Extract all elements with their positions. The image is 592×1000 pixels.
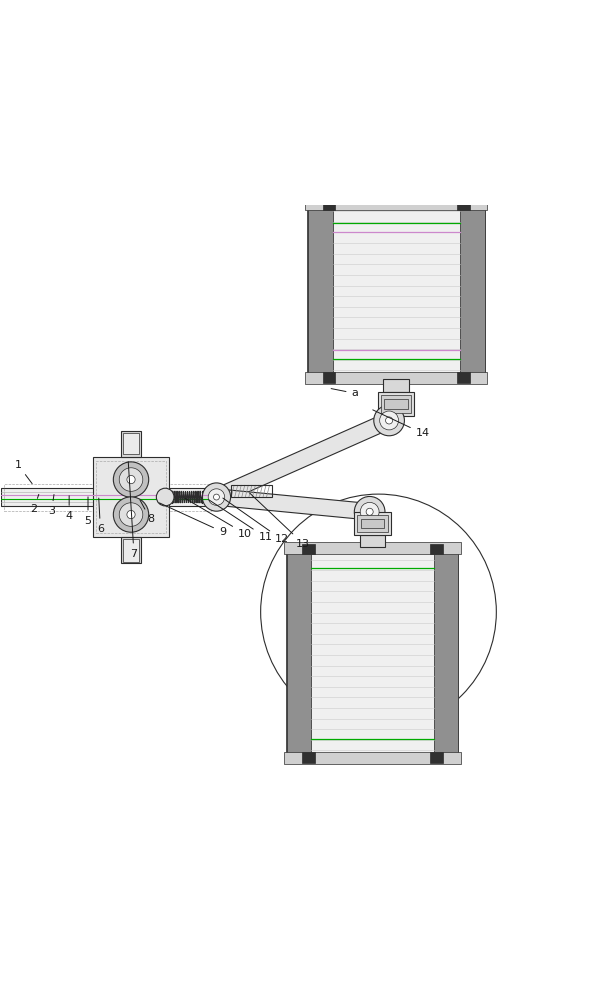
Circle shape: [385, 417, 392, 424]
Bar: [121, 431, 141, 457]
Circle shape: [374, 405, 404, 436]
Circle shape: [355, 496, 385, 527]
Bar: [1, 488, 214, 506]
Circle shape: [156, 488, 174, 506]
Text: 7: 7: [128, 462, 137, 559]
Bar: [287, 547, 458, 759]
Bar: [457, 199, 470, 210]
Bar: [323, 199, 336, 210]
Text: 10: 10: [185, 498, 252, 539]
Circle shape: [119, 468, 143, 491]
Bar: [121, 537, 141, 563]
Circle shape: [113, 497, 149, 532]
Bar: [305, 198, 487, 210]
Bar: [284, 752, 461, 764]
Circle shape: [214, 494, 220, 500]
Bar: [378, 392, 414, 416]
Bar: [381, 395, 411, 413]
Bar: [333, 202, 460, 379]
Bar: [460, 202, 484, 379]
Bar: [360, 535, 385, 547]
Bar: [355, 512, 391, 535]
Bar: [323, 372, 336, 383]
Bar: [384, 399, 408, 409]
Text: 14: 14: [373, 410, 430, 438]
Bar: [302, 752, 315, 763]
Bar: [308, 202, 333, 379]
Bar: [305, 372, 487, 384]
Text: 4: 4: [66, 496, 73, 521]
Text: 3: 3: [48, 494, 55, 516]
Bar: [231, 485, 272, 497]
Bar: [93, 457, 169, 537]
Text: 1: 1: [14, 460, 32, 484]
Bar: [287, 547, 311, 759]
Text: a: a: [331, 388, 358, 398]
Circle shape: [127, 510, 135, 519]
Polygon shape: [215, 489, 371, 520]
Bar: [430, 544, 443, 554]
Bar: [308, 202, 484, 379]
Text: 13: 13: [250, 493, 310, 549]
Bar: [457, 372, 470, 383]
Bar: [96, 461, 166, 533]
Circle shape: [208, 489, 225, 505]
Bar: [302, 544, 315, 554]
Circle shape: [360, 502, 379, 521]
Text: 5: 5: [85, 497, 92, 526]
Circle shape: [366, 508, 373, 515]
Circle shape: [379, 411, 398, 430]
Text: 11: 11: [209, 500, 272, 542]
Polygon shape: [213, 413, 392, 505]
Text: 12: 12: [223, 498, 289, 544]
Bar: [311, 547, 435, 759]
Bar: [284, 542, 461, 554]
Text: 9: 9: [159, 503, 226, 537]
Bar: [435, 547, 458, 759]
Text: 6: 6: [97, 498, 104, 534]
Circle shape: [113, 462, 149, 497]
Bar: [123, 539, 139, 562]
Circle shape: [119, 503, 143, 526]
Bar: [361, 519, 384, 528]
Bar: [123, 433, 139, 454]
Bar: [383, 379, 410, 392]
Circle shape: [127, 475, 135, 484]
Bar: [430, 752, 443, 763]
Bar: [4, 484, 211, 511]
Bar: [358, 515, 388, 532]
Text: 8: 8: [140, 500, 154, 524]
Text: 2: 2: [30, 494, 39, 514]
Circle shape: [202, 483, 231, 511]
